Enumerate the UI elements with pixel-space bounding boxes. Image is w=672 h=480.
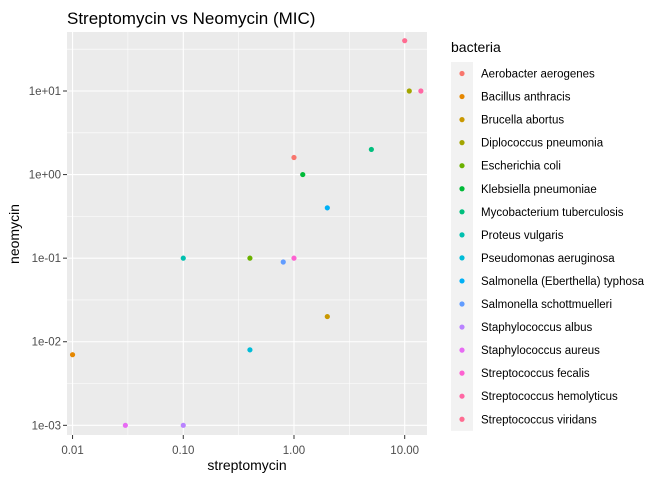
legend-key bbox=[459, 140, 465, 146]
data-point bbox=[324, 313, 330, 320]
legend-label: Streptococcus viridans bbox=[481, 414, 597, 426]
legend-label: Escherichia coli bbox=[481, 161, 561, 173]
legend-title: bacteria bbox=[451, 39, 501, 55]
plot-panel bbox=[67, 32, 427, 435]
legend-label: Streptococcus fecalis bbox=[481, 368, 590, 380]
data-point bbox=[247, 347, 253, 353]
legend-key bbox=[459, 370, 465, 376]
legend-label: Diplococcus pneumonia bbox=[481, 138, 604, 150]
x-axis-ticks: 0.01 0.10 1.00 10.00 bbox=[61, 435, 419, 457]
legend-label: Mycobacterium tuberculosis bbox=[481, 207, 624, 219]
x-tick-label: 10.00 bbox=[390, 445, 419, 457]
data-point bbox=[402, 38, 408, 44]
legend-label: Bacillus anthracis bbox=[481, 92, 571, 104]
chart-title: Streptomycin vs Neomycin (MIC) bbox=[67, 9, 315, 28]
y-tick-label: 1e-02 bbox=[32, 337, 61, 349]
legend-label: Brucella abortus bbox=[481, 115, 564, 127]
data-point bbox=[280, 259, 286, 265]
legend-key bbox=[459, 93, 465, 100]
legend-label: Salmonella (Eberthella) typhosa bbox=[481, 276, 645, 288]
legend-key bbox=[459, 301, 465, 307]
data-point bbox=[406, 88, 412, 94]
data-point bbox=[247, 255, 253, 261]
y-tick-label: 1e-03 bbox=[32, 420, 61, 432]
x-tick-label: 0.10 bbox=[172, 445, 194, 457]
legend-key bbox=[459, 278, 465, 284]
data-point bbox=[418, 88, 424, 94]
data-point bbox=[291, 255, 297, 261]
data-point bbox=[180, 422, 186, 428]
data-points bbox=[69, 38, 424, 428]
legend-label: Staphylococcus aureus bbox=[481, 345, 600, 357]
major-grid bbox=[67, 32, 427, 435]
y-tick-label: 1e-01 bbox=[32, 253, 61, 265]
y-axis-title: neomycin bbox=[6, 204, 22, 264]
legend-key bbox=[459, 163, 465, 169]
x-axis-title: streptomycin bbox=[207, 457, 286, 473]
data-point bbox=[180, 255, 186, 261]
data-point bbox=[368, 146, 374, 153]
data-point bbox=[122, 422, 128, 428]
x-tick-label: 0.01 bbox=[61, 445, 83, 457]
data-point bbox=[300, 171, 306, 178]
legend-label: Salmonella schottmuelleri bbox=[481, 299, 612, 311]
legend-key bbox=[459, 117, 465, 123]
x-tick-label: 1.00 bbox=[283, 445, 305, 457]
legend-key bbox=[459, 70, 465, 77]
legend-label: Proteus vulgaris bbox=[481, 230, 564, 242]
data-point bbox=[291, 154, 297, 161]
legend-key bbox=[459, 209, 465, 215]
legend-key bbox=[459, 347, 465, 353]
legend: Aerobacter aerogenes Bacillus anthracis Br… bbox=[451, 62, 645, 431]
data-point bbox=[69, 352, 76, 358]
minor-grid bbox=[67, 32, 427, 435]
legend-key bbox=[459, 232, 465, 238]
y-tick-label: 1e+00 bbox=[29, 170, 61, 182]
y-axis-ticks: 1e-03 1e-02 1e-01 1e+00 1e+01 bbox=[29, 86, 67, 432]
legend-label: Pseudomonas aeruginosa bbox=[481, 253, 615, 265]
legend-key-background bbox=[451, 62, 473, 431]
legend-key bbox=[459, 416, 465, 422]
legend-key bbox=[459, 255, 465, 261]
legend-label: Streptococcus hemolyticus bbox=[481, 391, 618, 403]
legend-key bbox=[459, 324, 465, 330]
legend-label: Aerobacter aerogenes bbox=[481, 69, 595, 81]
legend-key bbox=[459, 393, 465, 399]
legend-label: Staphylococcus albus bbox=[481, 322, 592, 334]
y-tick-label: 1e+01 bbox=[29, 86, 61, 98]
legend-label: Klebsiella pneumoniae bbox=[481, 184, 597, 196]
legend-key bbox=[459, 186, 465, 192]
data-point bbox=[324, 205, 330, 211]
